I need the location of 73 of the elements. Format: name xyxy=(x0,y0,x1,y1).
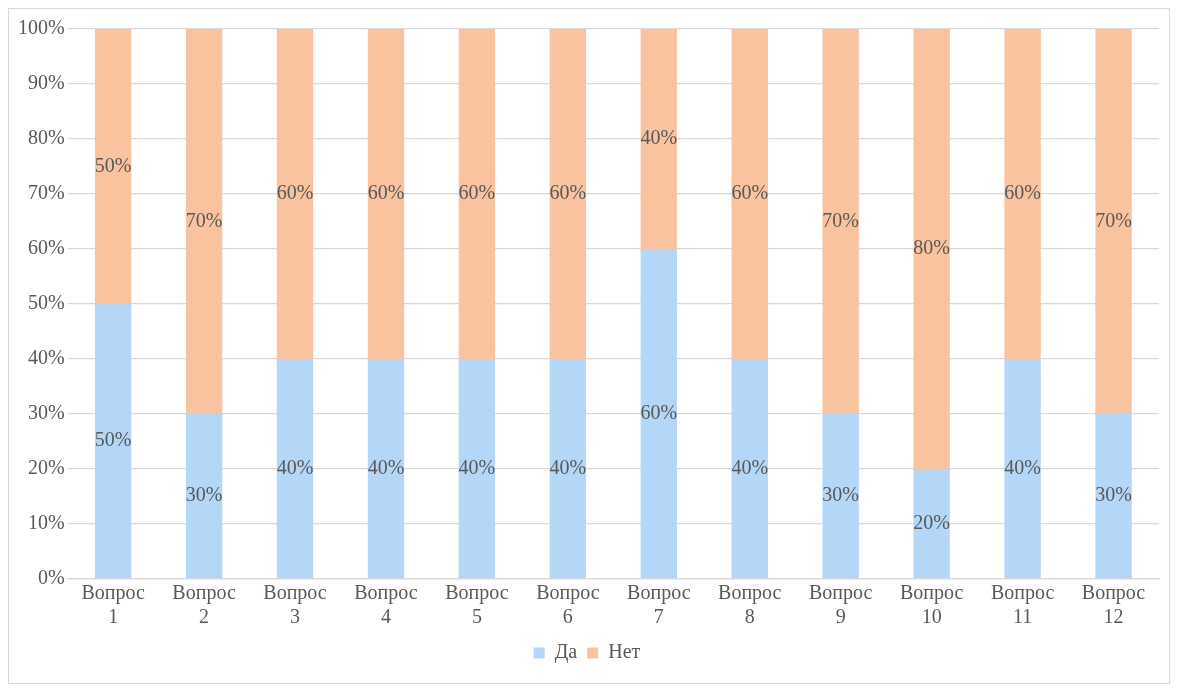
data-label: 70% xyxy=(822,208,860,231)
x-tick-label: Вопрос 2 xyxy=(172,581,236,628)
bar xyxy=(94,29,132,304)
bar xyxy=(731,29,768,359)
bar xyxy=(822,29,859,414)
x-tick-label: Вопрос 6 xyxy=(536,581,600,628)
data-label: 40% xyxy=(367,455,405,478)
legend-label: Да xyxy=(554,640,578,664)
bar xyxy=(458,29,496,359)
y-tick-label: 40% xyxy=(27,346,65,369)
bar xyxy=(185,29,223,414)
y-tick-label: 60% xyxy=(27,236,65,259)
bar xyxy=(822,414,859,579)
x-tick-label: Вопрос 11 xyxy=(990,581,1055,628)
bar xyxy=(94,304,132,579)
data-label: 20% xyxy=(913,510,950,533)
bar xyxy=(731,359,768,579)
data-label: 30% xyxy=(822,483,860,506)
data-label: 30% xyxy=(185,483,223,506)
y-tick-label: 100% xyxy=(17,16,65,39)
y-tick-label: 30% xyxy=(27,401,65,424)
data-label: 70% xyxy=(1095,208,1132,231)
data-label: 40% xyxy=(549,455,587,478)
bar xyxy=(913,29,950,469)
x-tick-label: Вопрос 12 xyxy=(1081,581,1146,628)
y-tick-label: 90% xyxy=(27,71,65,94)
data-label: 60% xyxy=(731,181,769,204)
bar xyxy=(549,359,587,579)
x-tick-label: Вопрос 3 xyxy=(263,581,327,628)
y-tick-label: 10% xyxy=(27,511,65,534)
data-label: 50% xyxy=(94,428,132,451)
data-label: 40% xyxy=(458,455,496,478)
bar xyxy=(276,359,314,579)
data-label: 60% xyxy=(276,181,314,204)
bar xyxy=(367,29,405,359)
data-label: 40% xyxy=(1004,455,1041,478)
bar xyxy=(1004,359,1041,579)
bar xyxy=(549,29,587,359)
bar xyxy=(1095,29,1132,414)
bar xyxy=(185,414,223,579)
data-label: 40% xyxy=(640,126,678,149)
data-label: 40% xyxy=(276,455,314,478)
bar xyxy=(640,249,677,579)
legend-label: Нет xyxy=(608,640,641,663)
bar xyxy=(640,29,677,249)
data-label: 60% xyxy=(458,181,496,204)
x-tick-label: Вопрос 7 xyxy=(627,581,691,628)
bar xyxy=(1095,414,1132,579)
bar xyxy=(276,29,314,359)
data-label: 60% xyxy=(1004,181,1041,204)
data-label: 60% xyxy=(367,181,405,204)
y-tick-label: 0% xyxy=(37,566,65,589)
x-tick-label: Вопрос 4 xyxy=(354,581,418,628)
bar xyxy=(913,469,950,579)
x-tick-label: Вопрос 1 xyxy=(81,581,145,628)
data-label: 60% xyxy=(549,181,587,204)
data-label: 40% xyxy=(731,455,769,478)
y-tick-label: 70% xyxy=(27,181,65,204)
data-label: 80% xyxy=(913,236,950,259)
data-label: 70% xyxy=(185,208,223,231)
x-tick-label: Вопрос 8 xyxy=(718,581,782,628)
x-tick-label: Вопрос 10 xyxy=(899,581,964,628)
y-tick-label: 80% xyxy=(27,126,65,149)
x-tick-label: Вопрос 9 xyxy=(808,581,873,628)
y-tick-label: 50% xyxy=(27,291,65,314)
x-tick-label: Вопрос 5 xyxy=(445,581,509,628)
bar xyxy=(367,359,405,579)
bar xyxy=(1004,29,1041,359)
data-label: 50% xyxy=(94,153,132,176)
data-label: 60% xyxy=(640,400,678,423)
bar xyxy=(458,359,496,579)
data-label: 30% xyxy=(1095,483,1132,506)
y-tick-label: 20% xyxy=(27,456,65,479)
